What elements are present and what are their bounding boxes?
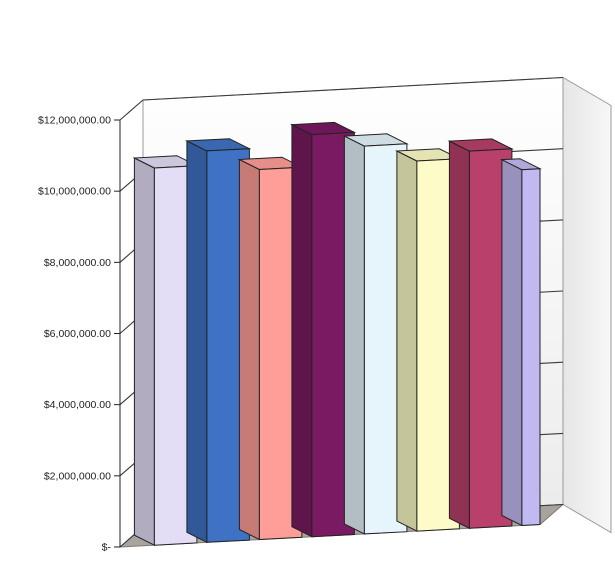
bar-5-side xyxy=(396,150,418,532)
bar-4-front xyxy=(363,143,408,535)
bar-0-side xyxy=(133,157,155,547)
bar-0 xyxy=(132,155,199,547)
bar-6 xyxy=(447,138,514,530)
chart-side-wall xyxy=(562,76,612,534)
bar-6-front xyxy=(468,148,513,529)
gridline-6 xyxy=(119,76,564,121)
bar-3-front xyxy=(311,131,355,538)
bar-1 xyxy=(184,138,252,544)
y-tick-label-4: $8,000,000.00 xyxy=(44,257,111,269)
bar-3 xyxy=(289,121,357,538)
bar-1-side xyxy=(186,140,208,544)
bar-7-front xyxy=(521,168,541,527)
bar-5 xyxy=(394,148,462,532)
bar-1-front xyxy=(206,148,250,543)
y-tick-label-1: $2,000,000.00 xyxy=(44,470,111,482)
y-tick-label-0: $- xyxy=(102,542,112,554)
bar-3-side xyxy=(291,123,313,538)
y-tick-label-3: $6,000,000.00 xyxy=(44,328,111,340)
bar-4 xyxy=(342,133,409,535)
y-tick-label-5: $10,000,000.00 xyxy=(38,186,111,198)
bar-7 xyxy=(499,158,542,527)
bar-7-side xyxy=(501,158,523,527)
bar-4-side xyxy=(343,135,365,535)
bar-2-side xyxy=(238,158,260,541)
y-tick-label-2: $4,000,000.00 xyxy=(44,399,111,411)
y-tick-label-6: $12,000,000.00 xyxy=(38,115,111,127)
bar-2 xyxy=(237,156,304,541)
bar-6-side xyxy=(448,140,470,530)
